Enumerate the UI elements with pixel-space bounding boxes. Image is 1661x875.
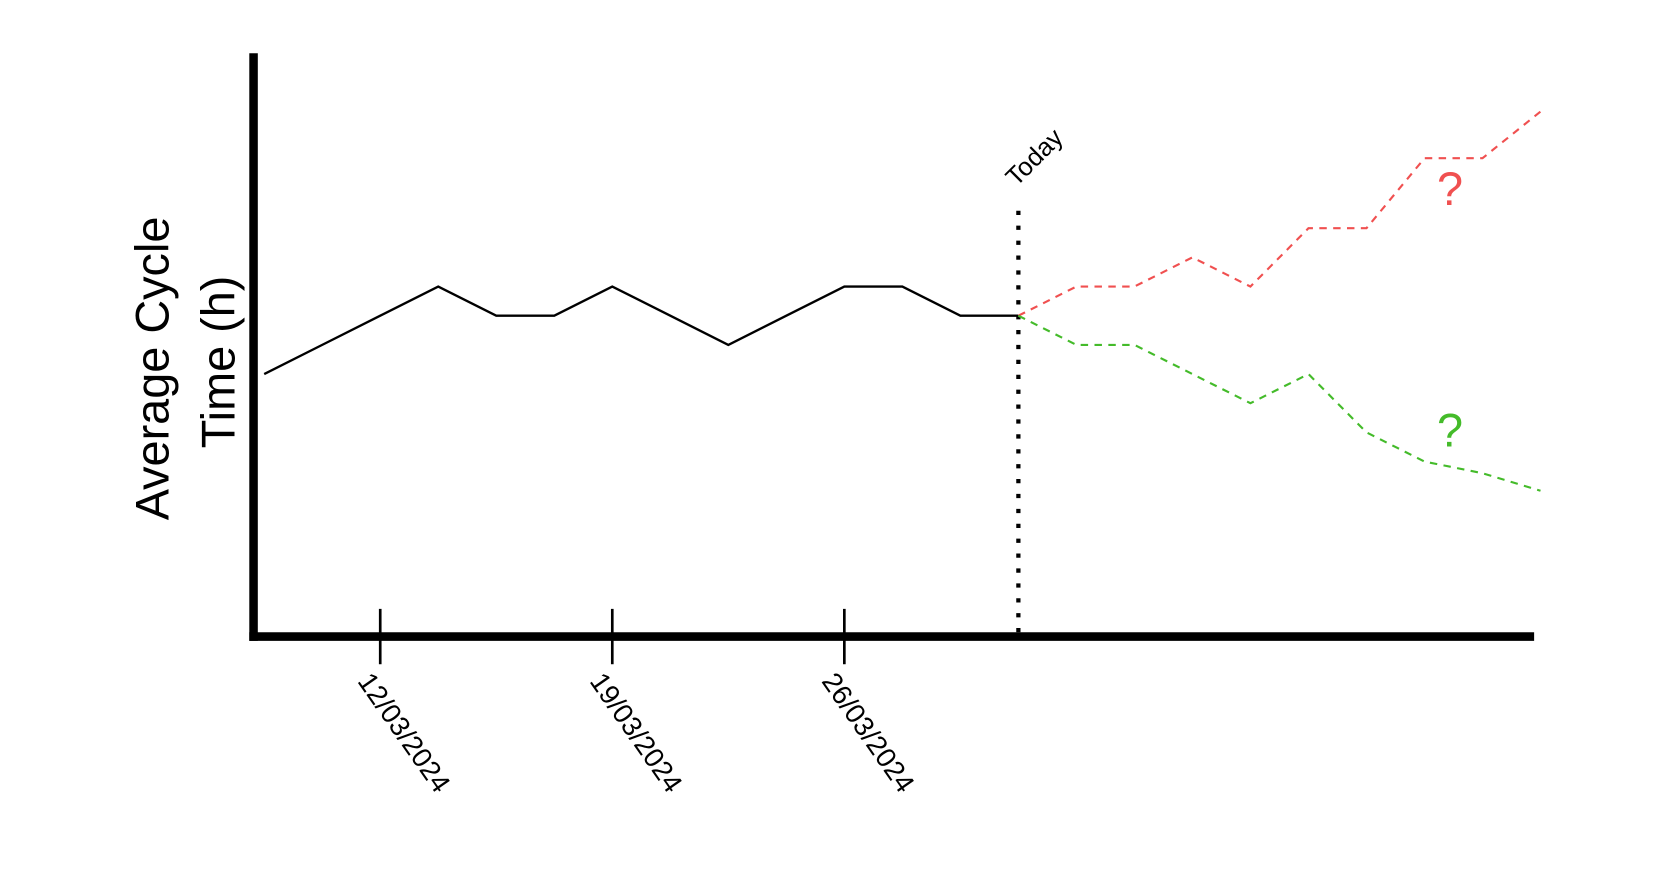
series-line [1017, 314, 1541, 492]
x-tick-label: 26/03/2024 [816, 667, 921, 798]
x-tick-label: 12/03/2024 [352, 667, 457, 798]
series-line [1017, 110, 1542, 317]
series-annotation: ? [1437, 163, 1463, 215]
series-annotation: ? [1437, 405, 1463, 457]
today-label: Today [1001, 123, 1069, 191]
y-axis-label-line: Time (h) [192, 276, 244, 449]
y-axis-label: Average Cycle Time (h) [126, 204, 244, 521]
series-line [263, 285, 1019, 376]
x-tick-label: 19/03/2024 [584, 667, 689, 798]
y-axis-label-line: Average Cycle [126, 217, 178, 521]
